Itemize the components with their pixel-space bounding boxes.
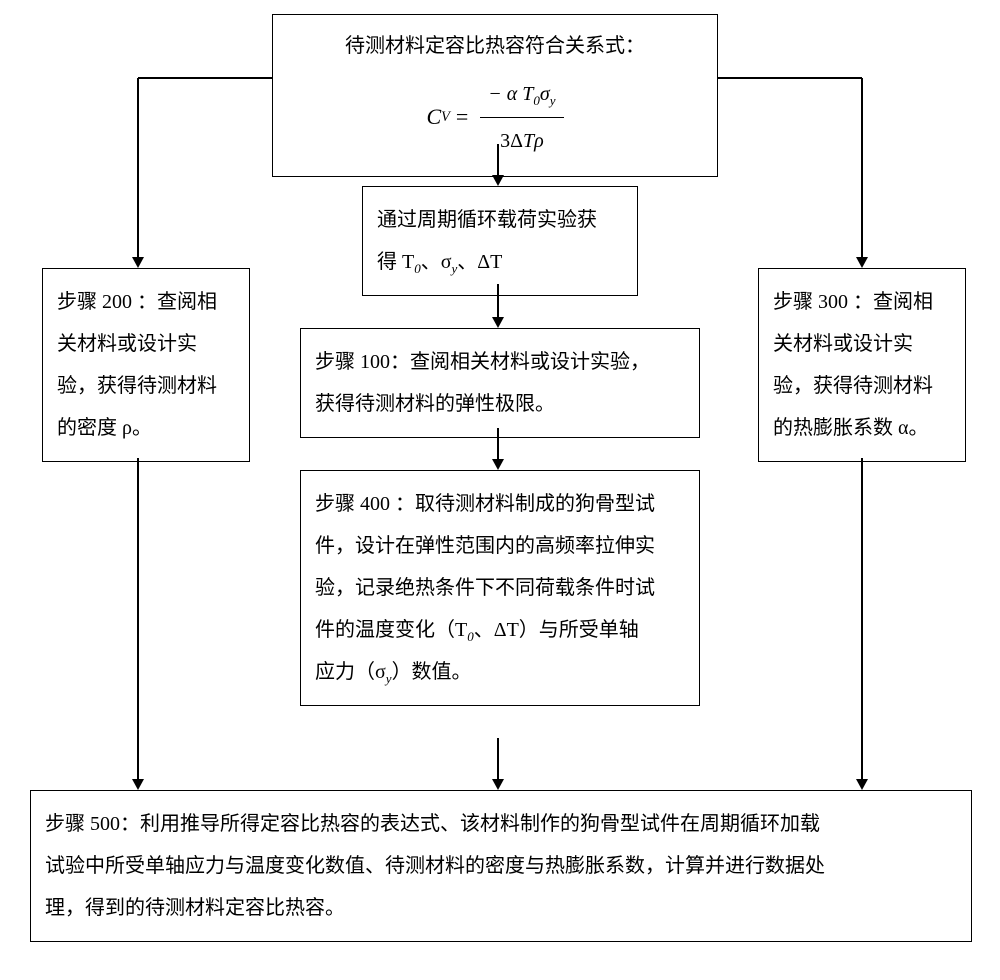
step-300-box: 步骤 300 ：查阅相 关材料或设计实 验，获得待测材料 的热膨胀系数 α。 <box>758 268 966 462</box>
step-400-line4: 件的温度变化（T0、ΔT）与所受单轴 <box>315 609 685 651</box>
step-500-line2: 试验中所受单轴应力与温度变化数值、待测材料的密度与热膨胀系数，计算并进行数据处 <box>45 845 957 887</box>
step-300-line1: 步骤 300 ：查阅相 <box>773 281 951 323</box>
step-500-line3: 理，得到的待测材料定容比热容。 <box>45 887 957 929</box>
formula-lhs-sub: V <box>441 102 450 132</box>
step-200-line4: 的密度 ρ。 <box>57 407 235 449</box>
step-500-box: 步骤 500：利用推导所得定容比热容的表达式、该材料制作的狗骨型试件在周期循环加… <box>30 790 972 942</box>
step-200-line2: 关材料或设计实 <box>57 323 235 365</box>
step-200-box: 步骤 200 ：查阅相 关材料或设计实 验，获得待测材料 的密度 ρ。 <box>42 268 250 462</box>
cycle-line1: 通过周期循环载荷实验获 <box>377 199 623 241</box>
step-100-line2: 获得待测材料的弹性极限。 <box>315 383 685 425</box>
step-300-line2: 关材料或设计实 <box>773 323 951 365</box>
step-500-line1: 步骤 500：利用推导所得定容比热容的表达式、该材料制作的狗骨型试件在周期循环加… <box>45 803 957 845</box>
step-400-line2: 件，设计在弹性范围内的高频率拉伸实 <box>315 525 685 567</box>
cycle-box: 通过周期循环载荷实验获 得 T0、σy、ΔT <box>362 186 638 296</box>
formula-box: 待测材料定容比热容符合关系式： CV = − α T0σy 3ΔTρ <box>272 14 718 177</box>
step-400-box: 步骤 400 ：取待测材料制成的狗骨型试 件，设计在弹性范围内的高频率拉伸实 验… <box>300 470 700 706</box>
formula-eq: = <box>456 94 468 140</box>
step-400-line3: 验，记录绝热条件下不同荷载条件时试 <box>315 567 685 609</box>
formula-title: 待测材料定容比热容符合关系式： <box>293 25 697 67</box>
formula-lhs: C <box>426 94 441 140</box>
formula-denominator: 3ΔTρ <box>492 118 552 162</box>
step-200-line3: 验，获得待测材料 <box>57 365 235 407</box>
step-400-line5: 应力（σy）数值。 <box>315 651 685 693</box>
formula-numerator: − α T0σy <box>480 73 563 118</box>
step-100-box: 步骤 100：查阅相关材料或设计实验， 获得待测材料的弹性极限。 <box>300 328 700 438</box>
step-400-line1: 步骤 400 ：取待测材料制成的狗骨型试 <box>315 483 685 525</box>
step-100-line1: 步骤 100：查阅相关材料或设计实验， <box>315 341 685 383</box>
step-300-line4: 的热膨胀系数 α。 <box>773 407 951 449</box>
formula-expression: CV = − α T0σy 3ΔTρ <box>426 73 563 162</box>
step-200-line1: 步骤 200 ：查阅相 <box>57 281 235 323</box>
step-300-line3: 验，获得待测材料 <box>773 365 951 407</box>
cycle-line2: 得 T0、σy、ΔT <box>377 241 623 283</box>
formula-fraction: − α T0σy 3ΔTρ <box>480 73 563 162</box>
